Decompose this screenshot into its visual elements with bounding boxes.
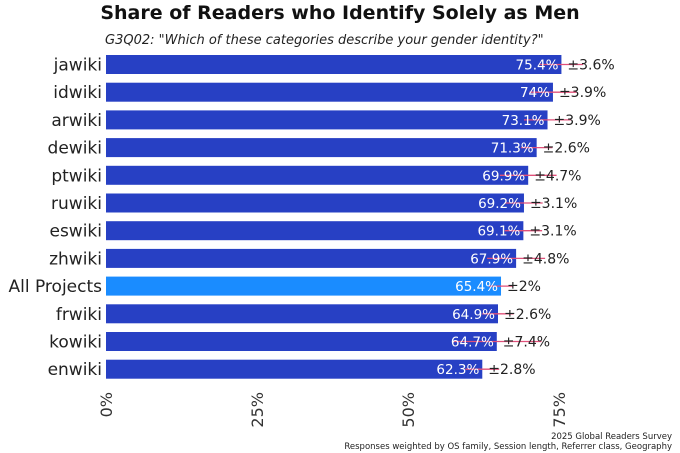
bar-eswiki bbox=[106, 221, 524, 241]
value-label-enwiki: 62.3% bbox=[436, 362, 479, 378]
error-label-eswiki: ±3.1% bbox=[529, 224, 576, 240]
value-label-ruwiki: 69.2% bbox=[478, 196, 521, 212]
bar-frwiki bbox=[106, 304, 498, 324]
category-label-all-projects: All Projects bbox=[9, 277, 103, 297]
value-label-arwiki: 73.1% bbox=[502, 113, 545, 129]
bar-ptwiki bbox=[106, 165, 529, 185]
error-label-all-projects: ±2% bbox=[507, 279, 541, 295]
bar-kowiki bbox=[106, 332, 497, 351]
error-label-enwiki: ±2.8% bbox=[488, 362, 535, 378]
category-label-arwiki: arwiki bbox=[51, 111, 102, 131]
error-label-kowiki: ±7.4% bbox=[503, 335, 550, 351]
category-label-ptwiki: ptwiki bbox=[51, 166, 102, 186]
value-label-zhwiki: 67.9% bbox=[470, 251, 513, 267]
error-label-zhwiki: ±4.8% bbox=[522, 251, 569, 267]
category-label-idwiki: idwiki bbox=[53, 83, 102, 103]
category-label-zhwiki: zhwiki bbox=[49, 249, 102, 269]
error-label-dewiki: ±2.6% bbox=[543, 141, 590, 157]
value-label-dewiki: 71.3% bbox=[491, 141, 534, 157]
category-label-enwiki: enwiki bbox=[48, 360, 102, 380]
error-label-idwiki: ±3.9% bbox=[559, 85, 606, 101]
category-label-ruwiki: ruwiki bbox=[51, 194, 102, 214]
chart-title: Share of Readers who Identify Solely as … bbox=[100, 2, 580, 24]
bar-idwiki bbox=[106, 82, 553, 102]
bar-zhwiki bbox=[106, 248, 517, 268]
bar-all-projects bbox=[106, 276, 502, 296]
x-tick-label-50: 50% bbox=[399, 392, 418, 428]
value-label-ptwiki: 69.9% bbox=[482, 168, 525, 184]
footer-weighting-note: Responses weighted by OS family, Session… bbox=[344, 442, 672, 452]
x-tick-label-25: 25% bbox=[248, 392, 267, 428]
error-label-frwiki: ±2.6% bbox=[504, 307, 551, 323]
value-label-idwiki: 74% bbox=[520, 85, 550, 101]
error-label-jawiki: ±3.6% bbox=[567, 58, 614, 74]
footer-survey-name: 2025 Global Readers Survey bbox=[551, 432, 672, 442]
value-label-frwiki: 64.9% bbox=[452, 307, 495, 323]
value-label-kowiki: 64.7% bbox=[451, 335, 494, 351]
error-label-ptwiki: ±4.7% bbox=[534, 168, 581, 184]
value-label-eswiki: 69.1% bbox=[477, 224, 520, 240]
value-label-jawiki: 75.4% bbox=[516, 58, 559, 74]
bar-arwiki bbox=[106, 110, 548, 130]
bar-dewiki bbox=[106, 138, 537, 158]
x-tick-label-75: 75% bbox=[550, 392, 569, 428]
category-label-eswiki: eswiki bbox=[49, 222, 102, 242]
error-label-arwiki: ±3.9% bbox=[554, 113, 601, 129]
bar-ruwiki bbox=[106, 193, 524, 213]
value-label-all-projects: 65.4% bbox=[455, 279, 498, 295]
category-label-jawiki: jawiki bbox=[53, 56, 102, 76]
category-label-frwiki: frwiki bbox=[56, 305, 102, 325]
bar-jawiki bbox=[106, 55, 562, 74]
chart-subtitle: G3Q02: "Which of these categories descri… bbox=[105, 33, 544, 48]
category-label-dewiki: dewiki bbox=[48, 139, 102, 159]
x-tick-label-0: 0% bbox=[97, 392, 116, 417]
error-label-ruwiki: ±3.1% bbox=[530, 196, 577, 212]
category-label-kowiki: kowiki bbox=[49, 333, 102, 353]
bar-enwiki bbox=[106, 359, 483, 379]
